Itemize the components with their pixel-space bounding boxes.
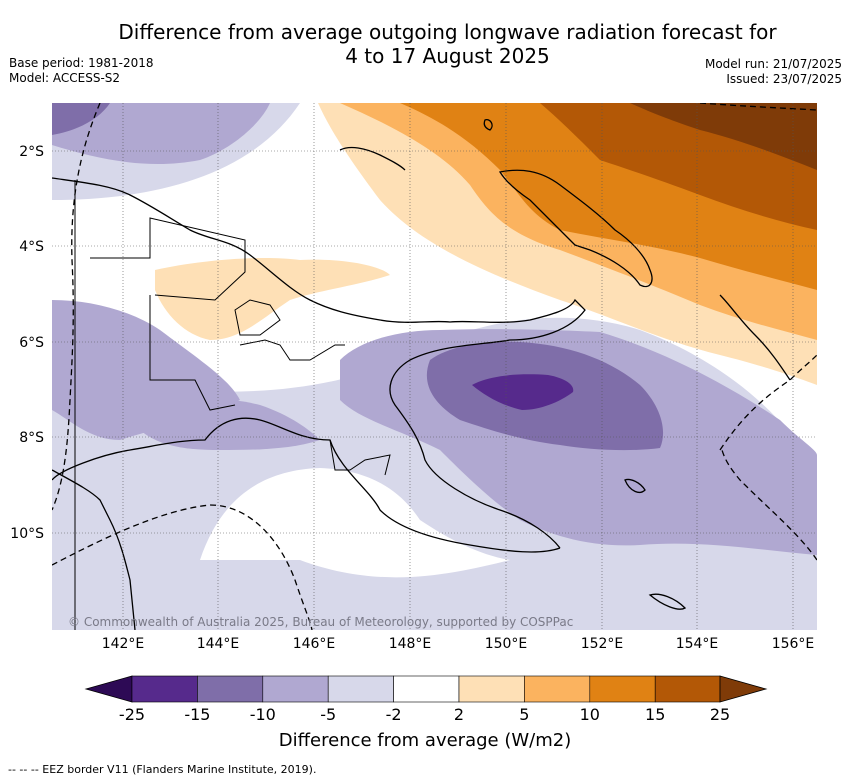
anomaly-band-strong-negative [472,374,574,410]
longitude-labels: 142°E 144°E 146°E 148°E 150°E 152°E 154°… [102,636,815,652]
border-line [329,439,391,476]
metadata-left: Base period: 1981-2018 Model: ACCESS-S2 [9,56,154,86]
anomaly-band-negative-central [130,398,320,450]
title-line-2: 4 to 17 August 2025 [345,44,550,68]
anomaly-band-pale-positive-west [155,258,390,340]
lon-label: 148°E [389,636,432,652]
new-britain-coast [498,169,653,288]
lon-label: 144°E [197,636,240,652]
colorbar-segment [393,675,460,703]
colorbar-segment [589,675,656,703]
chart-title: Difference from average outgoing longwav… [95,20,800,68]
border-line [149,295,236,411]
colorbar: -25 -15 -10 -5 -2 2 5 10 15 25 [84,675,768,724]
lon-label: 156°E [772,636,815,652]
colorbar-tick: -2 [386,705,402,724]
colorbar-extend-high [719,675,768,703]
colorbar-segment [131,675,198,703]
latitude-labels: 2°S 4°S 6°S 8°S 10°S [10,144,44,542]
eez-borders [52,103,817,630]
lon-label: 150°E [485,636,528,652]
island-outline [483,119,493,131]
colorbar-tick: -15 [184,705,210,724]
lon-label: 146°E [293,636,336,652]
colorbar-extend-low [84,675,133,703]
manus-coast [339,146,406,171]
anomaly-band-moderate-negative-corner [52,103,110,135]
eez-border-south [52,504,313,630]
border-line [90,217,246,301]
lat-label: 8°S [19,430,44,446]
eez-footnote: -- -- -- EEZ border V11 (Flanders Marine… [8,763,317,776]
new-guinea-south-coast [52,417,561,553]
new-guinea-north-coast [52,177,586,549]
eez-border-west [52,103,101,511]
colorbar-tick: 5 [519,705,529,724]
eez-border-north [699,103,817,111]
border-line [234,299,281,336]
colorbar-segment [524,675,591,703]
title-line-1: Difference from average outgoing longwav… [118,20,777,44]
model-run-label: Model run: 21/07/2025 [704,57,842,71]
anomaly-band-extreme-positive [630,103,817,170]
colorbar-tick: -10 [250,705,276,724]
lon-label: 154°E [676,636,719,652]
colorbar-tick: -5 [320,705,336,724]
eez-border-east [719,354,817,451]
colorbar-segment [654,675,721,703]
lon-label: 152°E [581,636,624,652]
model-label: Model: ACCESS-S2 [9,71,121,85]
anomaly-band-near-zero-south [200,468,510,578]
australia-coast [52,469,136,630]
map-area: © Commonwealth of Australia 2025, Bureau… [52,103,817,630]
province-borders [74,180,391,630]
issued-label: Issued: 23/07/2025 [726,72,842,86]
colorbar-segment [262,675,329,703]
island-outline [648,593,687,610]
border-line [239,339,345,361]
colorbar-segment [458,675,525,703]
coastlines [52,119,791,630]
colorbar-tick: 10 [580,705,600,724]
base-period-label: Base period: 1981-2018 [9,56,154,70]
colorbar-tick: -25 [119,705,145,724]
colorbar-tick: 25 [710,705,730,724]
gridlines [52,103,817,630]
colorbar-tick: 2 [454,705,464,724]
colorbar-segment [197,675,264,703]
lat-label: 4°S [19,239,44,255]
island-outline [624,478,646,493]
anomaly-band-negative-northwest [52,103,270,165]
lat-label: 6°S [19,335,44,351]
copyright-notice: © Commonwealth of Australia 2025, Bureau… [68,615,573,629]
bougainville-coast [719,294,791,381]
lat-label: 10°S [10,526,44,542]
lon-label: 142°E [102,636,145,652]
colorbar-segment [327,675,394,703]
colorbar-tick: 15 [645,705,665,724]
eez-border-east-south [721,449,817,561]
lat-label: 2°S [19,144,44,160]
metadata-right: Model run: 21/07/2025 Issued: 23/07/2025 [705,57,842,87]
colorbar-title: Difference from average (W/m2) [278,730,572,751]
